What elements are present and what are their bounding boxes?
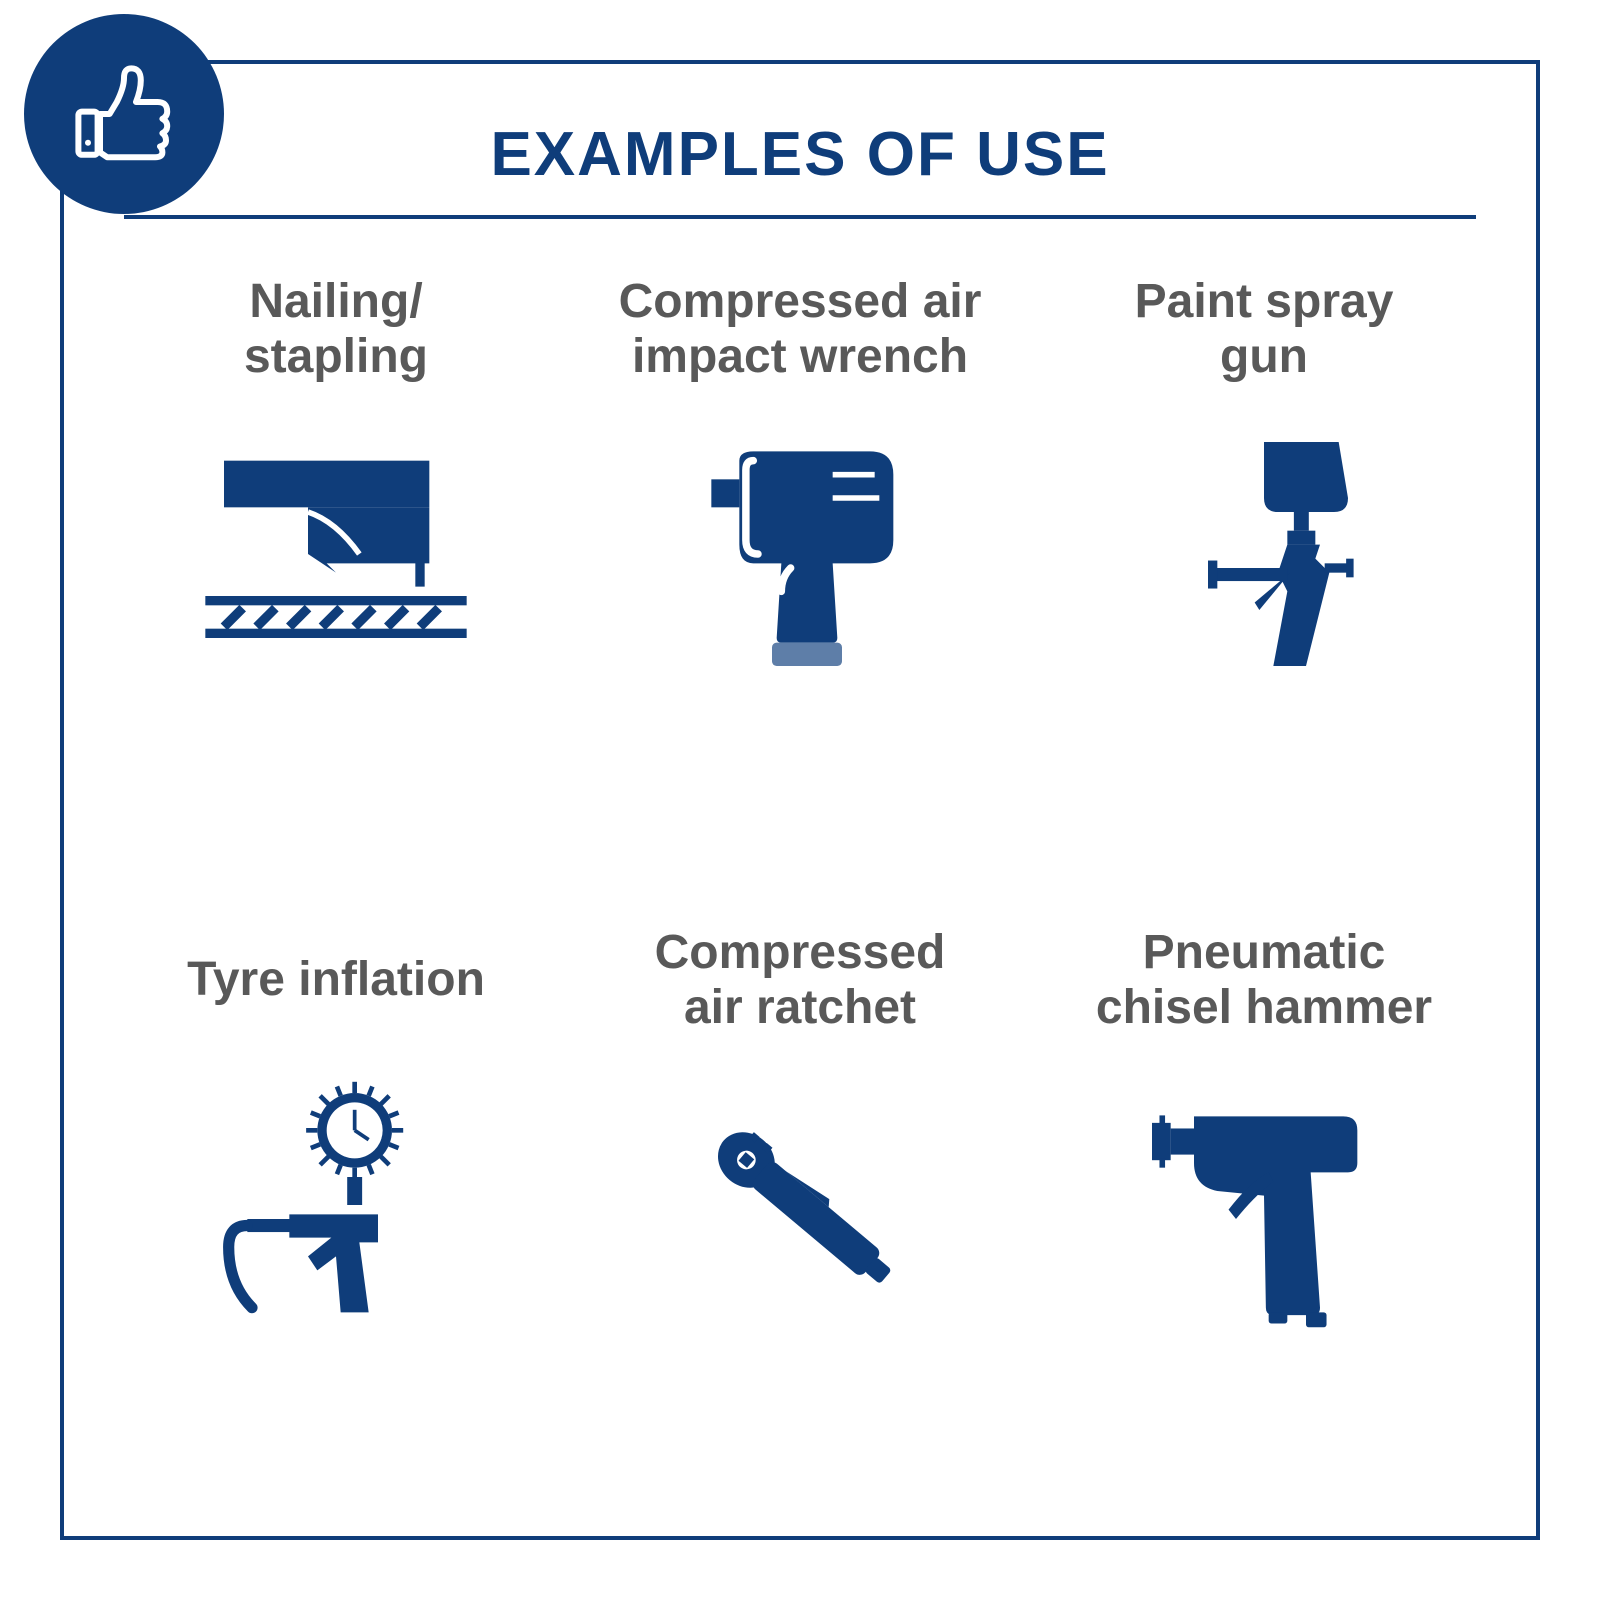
example-chisel-hammer: Pneumatic chisel hammer	[1042, 920, 1486, 1471]
spray-gun-icon	[1042, 414, 1486, 820]
example-impact-wrench: Compressed air impact wrench	[578, 269, 1022, 820]
example-label: Tyre inflation	[187, 920, 485, 1040]
stapler-icon	[114, 414, 558, 820]
example-label: Paint spray gun	[1135, 269, 1394, 389]
example-spray-gun: Paint spray gun	[1042, 269, 1486, 820]
thumbs-up-icon	[64, 54, 184, 174]
chisel-hammer-icon	[1042, 1065, 1486, 1471]
impact-wrench-icon	[578, 414, 1022, 820]
info-frame: EXAMPLES OF USE Nailing/ stapling	[60, 60, 1540, 1540]
examples-grid: Nailing/ stapling	[64, 269, 1536, 1511]
example-air-ratchet: Compressed air ratchet	[578, 920, 1022, 1471]
example-label: Compressed air ratchet	[655, 920, 946, 1040]
air-ratchet-icon	[578, 1065, 1022, 1471]
example-label: Compressed air impact wrench	[619, 269, 982, 389]
thumbs-up-badge	[24, 14, 224, 214]
title-divider	[124, 215, 1476, 219]
example-nailing: Nailing/ stapling	[114, 269, 558, 820]
tyre-inflation-icon	[114, 1065, 558, 1471]
page-title: EXAMPLES OF USE	[64, 119, 1536, 190]
example-tyre-inflation: Tyre inflation	[114, 920, 558, 1471]
example-label: Pneumatic chisel hammer	[1096, 920, 1432, 1040]
example-label: Nailing/ stapling	[244, 269, 428, 389]
